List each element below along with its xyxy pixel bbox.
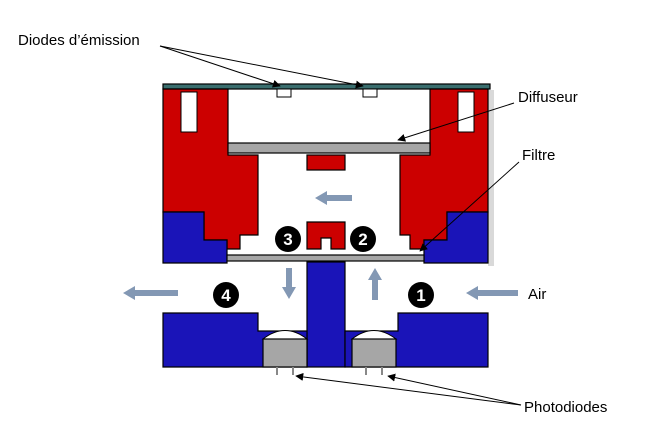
slot-left xyxy=(180,91,198,133)
shadow-right xyxy=(488,90,494,266)
marker-3: 3 xyxy=(275,226,301,252)
marker-2: 2 xyxy=(350,226,376,252)
top-plate xyxy=(162,83,491,90)
airflow-arrow-out xyxy=(123,286,178,300)
photodiode-right xyxy=(351,338,397,368)
leader-diode-2 xyxy=(159,45,364,89)
marker-1: 1 xyxy=(408,282,434,308)
blue-center-pillar xyxy=(306,261,346,368)
svg-text:2: 2 xyxy=(358,230,367,249)
filter xyxy=(226,254,425,262)
label-diffuseur: Diffuseur xyxy=(518,89,578,106)
svg-text:3: 3 xyxy=(283,230,292,249)
diffuser xyxy=(227,142,431,154)
blue-upper-left xyxy=(162,211,228,264)
leader-photodiode-1 xyxy=(295,372,522,406)
red-baffle xyxy=(306,221,346,250)
airflow-arrow-down xyxy=(282,268,296,299)
leader-photodiode-2 xyxy=(387,373,522,406)
svg-text:4: 4 xyxy=(221,286,231,305)
airflow-arrow-left xyxy=(315,191,352,205)
label-diodes-emission: Diodes d’émission xyxy=(18,32,140,49)
label-filtre: Filtre xyxy=(522,147,555,164)
emission-diode-2 xyxy=(362,88,378,98)
photodiode-left xyxy=(262,338,308,368)
leader-diode-1 xyxy=(159,45,281,88)
red-block-top xyxy=(306,154,346,171)
airflow-arrow-up xyxy=(368,268,382,300)
slot-right xyxy=(457,91,475,133)
airflow-arrows xyxy=(123,191,518,300)
blue-upper-right xyxy=(423,211,489,264)
leader-lines xyxy=(159,45,522,406)
marker-4: 4 xyxy=(213,282,239,308)
label-air: Air xyxy=(528,286,546,303)
emission-diode-1 xyxy=(276,88,292,98)
leader-filter xyxy=(419,161,520,252)
label-photodiodes: Photodiodes xyxy=(524,399,607,416)
leader-diffuser xyxy=(397,102,515,142)
svg-text:1: 1 xyxy=(416,286,425,305)
airflow-arrow-in xyxy=(466,286,518,300)
